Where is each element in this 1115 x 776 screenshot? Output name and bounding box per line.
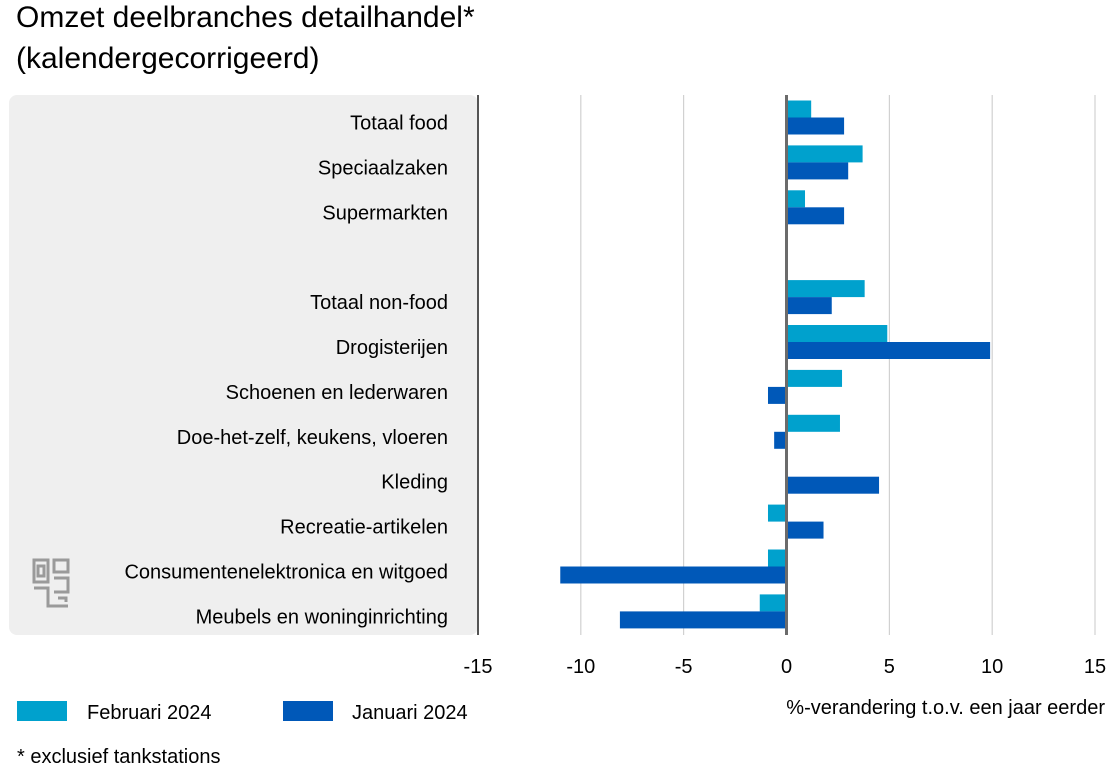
cbs-logo-icon xyxy=(32,558,70,608)
bar-februari-2024 xyxy=(786,414,840,432)
bar-januari-2024 xyxy=(786,297,832,315)
legend-label-januari: Januari 2024 xyxy=(352,702,468,724)
bar-januari-2024 xyxy=(560,566,787,584)
bar-februari-2024 xyxy=(786,100,812,118)
bar-januari-2024 xyxy=(767,386,787,404)
bar-januari-2024 xyxy=(774,431,787,449)
x-tick-label: -10 xyxy=(566,656,595,678)
bar-januari-2024 xyxy=(619,611,787,629)
bar-februari-2024 xyxy=(767,504,787,522)
footnote: * exclusief tankstations xyxy=(17,746,220,768)
bars xyxy=(560,100,991,629)
x-tick-label: 0 xyxy=(781,656,792,678)
category-label: Kleding xyxy=(381,472,448,494)
bar-februari-2024 xyxy=(786,369,843,387)
legend-label-februari: Februari 2024 xyxy=(87,702,212,724)
bar-januari-2024 xyxy=(786,476,880,494)
x-tick-labels: -15 -10 -5 0 5 10 15 xyxy=(464,656,1107,678)
category-label: Meubels en woninginrichting xyxy=(196,606,448,628)
category-label: Schoenen en lederwaren xyxy=(226,382,448,404)
bar-februari-2024 xyxy=(786,280,865,298)
bar-februari-2024 xyxy=(786,190,806,208)
category-label: Doe-het-zelf, keukens, vloeren xyxy=(177,427,448,449)
legend-swatch-februari xyxy=(17,701,67,721)
bar-januari-2024 xyxy=(786,342,991,359)
chart-title-line-2: (kalendergecorrigeerd) xyxy=(16,42,320,75)
bar-januari-2024 xyxy=(786,162,849,180)
legend-swatch-januari xyxy=(283,701,333,721)
chart-title-line-1: Omzet deelbranches detailhandel* xyxy=(16,1,475,34)
bar-februari-2024 xyxy=(759,594,787,612)
x-tick-label: 10 xyxy=(981,656,1003,678)
category-label: Totaal food xyxy=(350,113,448,135)
category-label: Speciaalzaken xyxy=(318,157,448,179)
category-label: Totaal non-food xyxy=(310,292,448,314)
category-label: Supermarkten xyxy=(322,202,448,224)
category-label-panel xyxy=(9,95,478,635)
category-label: Consumentenelektronica en witgoed xyxy=(124,562,448,584)
bar-januari-2024 xyxy=(786,207,845,225)
x-tick-label: -15 xyxy=(464,656,493,678)
category-label: Drogisterijen xyxy=(336,337,448,359)
x-tick-label: 15 xyxy=(1084,656,1106,678)
x-tick-label: -5 xyxy=(675,656,693,678)
x-tick-label: 5 xyxy=(884,656,895,678)
bar-februari-2024 xyxy=(767,549,787,567)
x-axis-label: %-verandering t.o.v. een jaar eerder xyxy=(786,697,1105,719)
bar-februari-2024 xyxy=(786,145,863,163)
bar-januari-2024 xyxy=(786,117,845,135)
bar-januari-2024 xyxy=(786,521,824,539)
bar-februari-2024 xyxy=(786,325,888,342)
category-labels: Totaal food Speciaalzaken Supermarkten Tota… xyxy=(124,113,448,629)
category-label: Recreatie-artikelen xyxy=(280,517,448,539)
